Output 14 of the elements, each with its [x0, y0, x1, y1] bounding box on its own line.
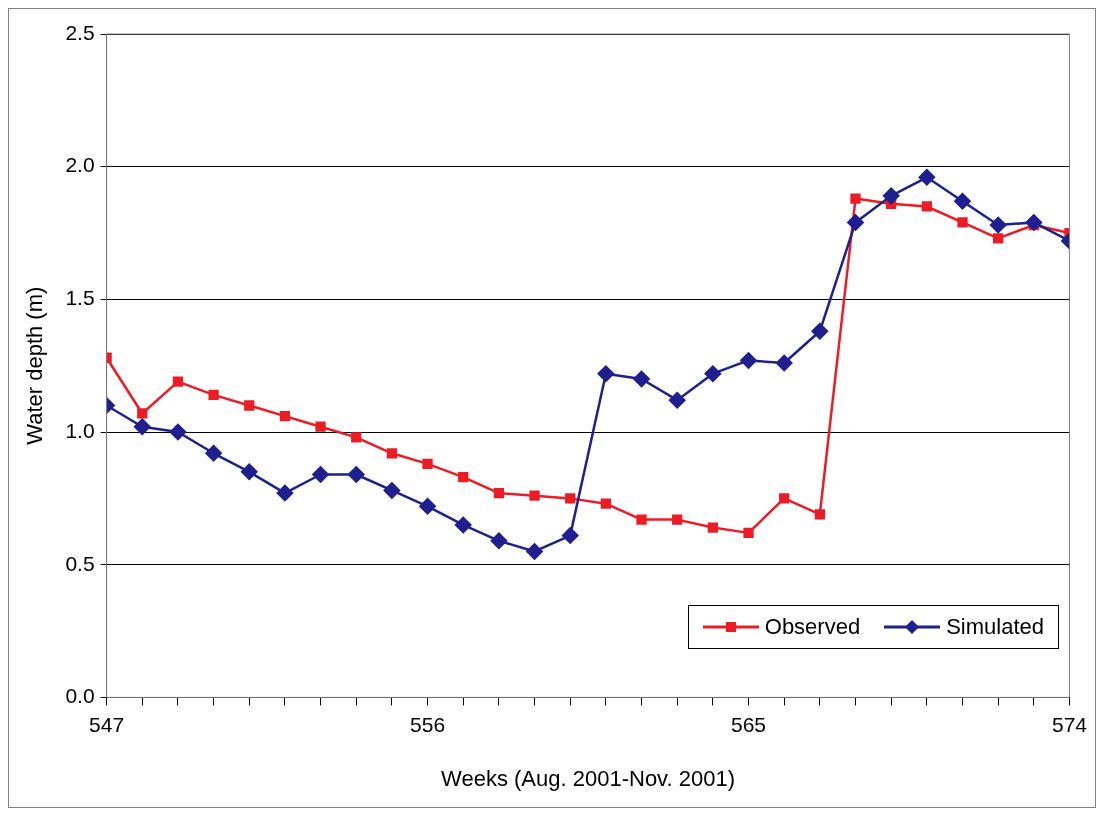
y-tick-label: 0.0 — [65, 684, 95, 708]
x-tick-label: 547 — [89, 712, 125, 736]
y-tick-label: 2.0 — [65, 153, 95, 177]
y-tick-label: 0.5 — [65, 551, 95, 575]
y-tick-label: 2.5 — [65, 20, 95, 44]
x-axis-title: Weeks (Aug. 2001-Nov. 2001) — [441, 765, 735, 791]
x-tick-label: 565 — [730, 712, 767, 736]
y-tick-label: 1.5 — [65, 286, 95, 310]
x-tick-label: 556 — [410, 712, 446, 736]
legend-label: Simulated — [946, 614, 1044, 640]
x-tick-label: 574 — [1051, 712, 1088, 736]
legend-label: Observed — [764, 614, 861, 640]
y-axis-title: Water depth (m) — [22, 286, 48, 445]
y-tick-label: 1.0 — [65, 418, 95, 442]
